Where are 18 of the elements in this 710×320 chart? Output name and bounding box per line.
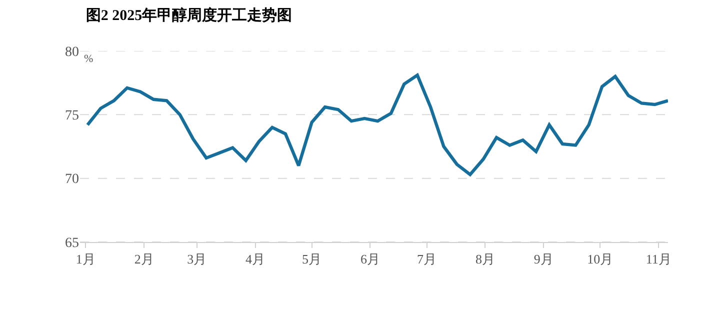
y-tick-label: 65 bbox=[65, 236, 79, 251]
x-tick-label: 7月 bbox=[417, 252, 437, 267]
line-series bbox=[86, 74, 668, 176]
x-tick-label: 6月 bbox=[360, 252, 380, 267]
x-tick-label: 8月 bbox=[475, 252, 495, 267]
x-tick-label: 4月 bbox=[246, 252, 266, 267]
y-axis-title: % bbox=[84, 53, 94, 65]
x-tick-label: 5月 bbox=[302, 252, 322, 267]
chart-title: 图2 2025年甲醇周度开工走势图 bbox=[86, 6, 292, 24]
y-tick-label: 75 bbox=[65, 108, 79, 124]
x-tick-label: 9月 bbox=[534, 252, 554, 267]
x-tick-label: 3月 bbox=[187, 252, 207, 267]
y-tick-label: 70 bbox=[65, 172, 79, 188]
x-tick-label: 11月 bbox=[646, 252, 672, 267]
x-tick-label: 10月 bbox=[587, 252, 614, 267]
x-tick-label: 2月 bbox=[134, 252, 154, 267]
y-tick-label: 80 bbox=[65, 44, 79, 60]
x-tick-label: 1月 bbox=[76, 252, 96, 267]
